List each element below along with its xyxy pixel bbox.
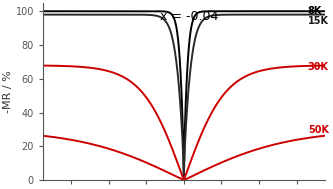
- Text: 15K: 15K: [308, 16, 329, 26]
- Text: 8K: 8K: [308, 6, 322, 16]
- Text: 50K: 50K: [308, 125, 329, 135]
- Y-axis label: -MR / %: -MR / %: [3, 70, 13, 113]
- Text: x = -0.04: x = -0.04: [160, 9, 219, 22]
- Text: 30K: 30K: [308, 62, 329, 72]
